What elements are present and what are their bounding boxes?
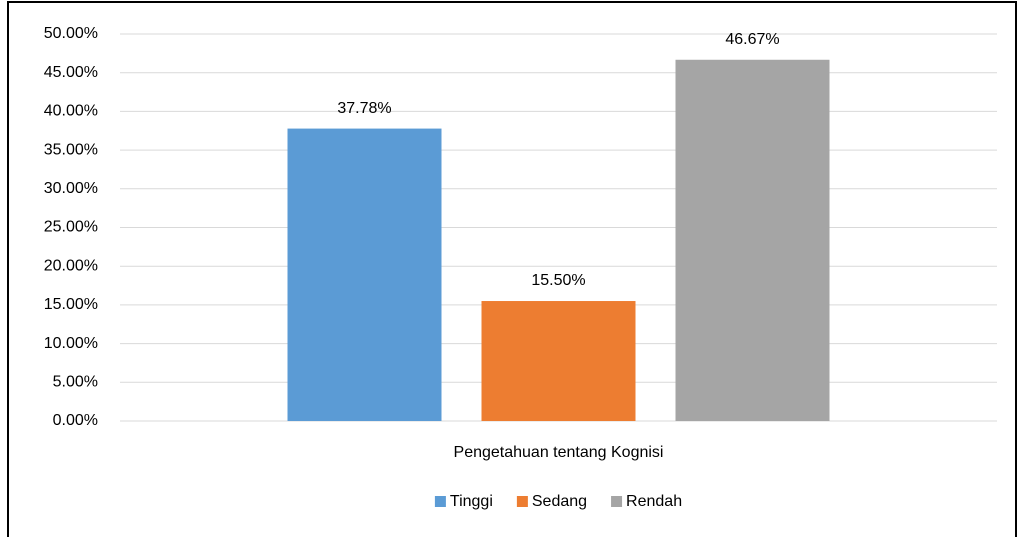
legend-swatch (611, 496, 623, 507)
y-tick-label: 20.00% (44, 257, 98, 274)
y-tick-label: 0.00% (53, 412, 98, 429)
y-tick-label: 30.00% (44, 180, 98, 197)
y-tick-label: 15.00% (44, 296, 98, 313)
y-tick-label: 45.00% (44, 64, 98, 81)
legend-swatch (434, 496, 446, 507)
legend-label: Rendah (626, 493, 682, 510)
y-tick-label: 40.00% (44, 103, 98, 120)
y-tick-label: 25.00% (44, 219, 98, 236)
bar (481, 301, 636, 421)
x-tick-label: Pengetahuan tentang Kognisi (454, 444, 664, 461)
data-label: 46.67% (725, 31, 779, 48)
chart-frame (7, 1, 1017, 537)
bar (675, 59, 830, 421)
legend-label: Tinggi (450, 493, 493, 510)
y-tick-label: 10.00% (44, 335, 98, 352)
bar (287, 128, 442, 421)
legend-swatch (516, 496, 528, 507)
data-label: 15.50% (531, 272, 585, 289)
y-tick-label: 35.00% (44, 141, 98, 158)
legend-label: Sedang (532, 493, 587, 510)
y-tick-label: 50.00% (44, 25, 98, 42)
data-label: 37.78% (337, 100, 391, 117)
y-tick-label: 5.00% (53, 374, 98, 391)
